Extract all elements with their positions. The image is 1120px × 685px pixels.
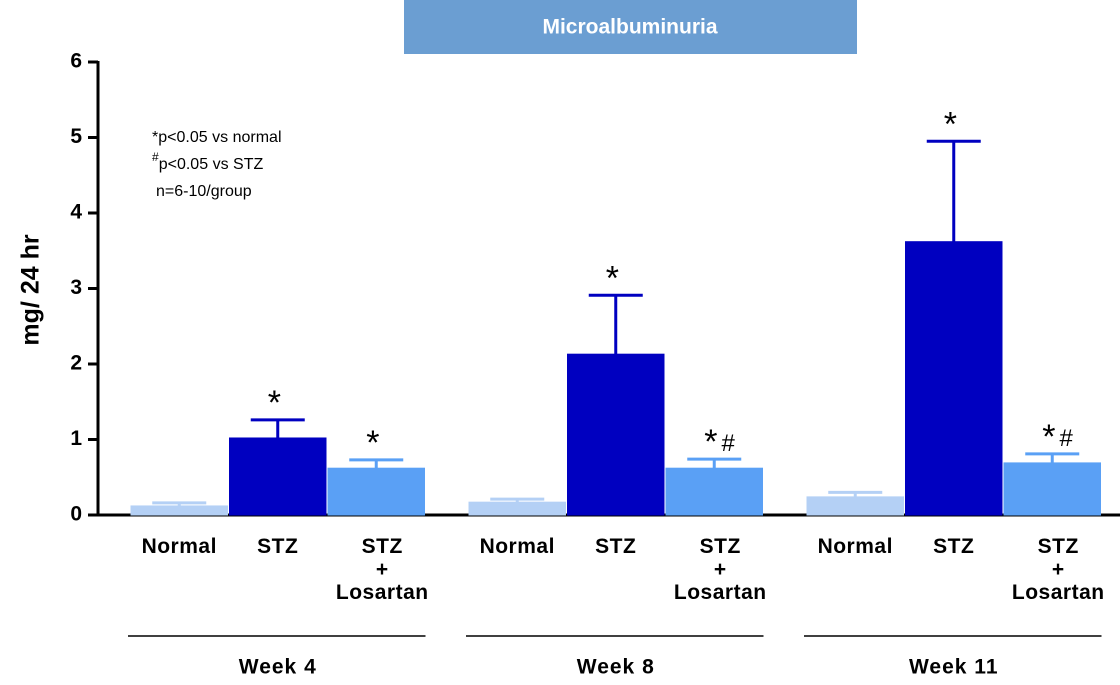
text-part: a [269, 129, 278, 146]
text-part: m [256, 129, 269, 146]
note: *p<0.05 vs normal [152, 129, 282, 146]
y-tick-label: 6 [70, 50, 82, 73]
text-part: * [944, 105, 957, 143]
bar [1003, 462, 1101, 516]
text-part: l [278, 129, 282, 146]
significance-marker: * # [1042, 418, 1073, 456]
bar [229, 437, 327, 516]
text-part: u [234, 183, 243, 200]
bar-label: Normal [817, 535, 893, 558]
text-part: * [366, 424, 379, 462]
text-part: v [213, 156, 221, 173]
y-tick-label: 0 [70, 503, 82, 526]
text-part: * [1042, 418, 1055, 456]
text-part: s [221, 156, 229, 173]
text-part: g [211, 183, 220, 200]
bar [905, 241, 1003, 516]
bar-label: Normal [479, 535, 555, 558]
bar-label: STZ [257, 535, 299, 558]
bar-label: STZ + Losartan [1011, 535, 1105, 604]
text-part: p [243, 183, 252, 200]
text-part: v [212, 129, 220, 146]
bar-label: Normal [141, 535, 217, 558]
bar [806, 496, 904, 516]
bar [567, 353, 665, 516]
text-part: * [268, 384, 281, 422]
text-part: 5 [199, 129, 208, 146]
significance-marker: * [268, 384, 281, 422]
text-part: / [206, 183, 211, 200]
text-part: 0 [190, 129, 199, 146]
text-part: = [165, 183, 174, 200]
text-part: Z [253, 156, 263, 173]
text-part: n [233, 129, 242, 146]
text-part: p [159, 156, 168, 173]
text-part: 6 [174, 183, 183, 200]
text-part: # [721, 430, 735, 457]
text-part: - [183, 183, 188, 200]
x-tick-label: Week 4 [239, 656, 317, 679]
y-tick-label: 2 [70, 352, 82, 375]
text-part: 5 [199, 156, 208, 173]
text-part: n [156, 183, 165, 200]
y-tick-label: 4 [70, 201, 82, 224]
text-part: < [167, 129, 176, 146]
y-tick-label: 3 [70, 276, 82, 299]
text-part: p [158, 129, 167, 146]
title-box [404, 0, 857, 54]
text-part: r [250, 129, 256, 146]
text-part: r [220, 183, 226, 200]
text-part: S [233, 156, 244, 173]
text-part: * [152, 129, 158, 146]
bar-label: STZ [933, 535, 975, 558]
significance-marker: * # [704, 423, 735, 461]
bar [327, 467, 425, 516]
text-part: . [185, 129, 189, 146]
text-part: 0 [197, 183, 206, 200]
significance-marker: * [366, 424, 379, 462]
y-tick-label: 1 [70, 427, 82, 450]
note: #p<0.05 vs STZ [152, 150, 263, 173]
text-part: < [168, 156, 177, 173]
text-part: 1 [188, 183, 197, 200]
x-tick-label: Week 8 [577, 656, 655, 679]
significance-marker: * [944, 105, 957, 143]
significance-marker: * [606, 259, 619, 297]
bar-label: STZ [595, 535, 637, 558]
y-tick-label: 5 [70, 125, 82, 148]
text-part: # [152, 150, 159, 164]
text-part: 0 [190, 156, 199, 173]
text-part: * [704, 423, 717, 461]
text-part: # [1059, 425, 1073, 452]
text-part: 0 [176, 129, 185, 146]
bar-label: STZ + Losartan [673, 535, 767, 604]
bar [130, 505, 228, 516]
text-part: . [186, 156, 190, 173]
text-part: T [244, 156, 254, 173]
bar [468, 501, 566, 516]
x-tick-label: Week 11 [909, 656, 999, 679]
chart-title: Microalbuminuria [542, 16, 717, 39]
text-part: o [225, 183, 234, 200]
text-part: * [606, 259, 619, 297]
bar [665, 467, 763, 516]
text-part: o [241, 129, 250, 146]
bar-label: STZ + Losartan [335, 535, 429, 604]
text-part: 0 [177, 156, 186, 173]
note: n=6-10/group [156, 183, 252, 200]
y-axis-label: mg/ 24 hr [17, 234, 45, 345]
text-part: s [220, 129, 228, 146]
